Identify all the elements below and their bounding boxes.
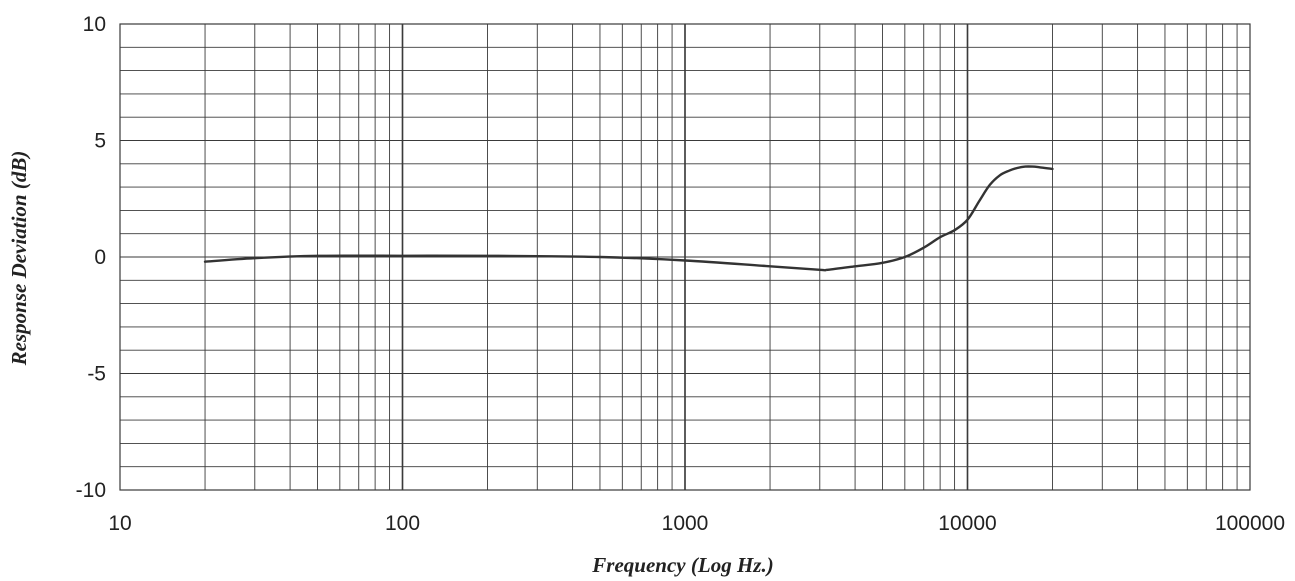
y-tick-label: 5 bbox=[94, 130, 106, 153]
y-tick-labels: 10 5 0 -5 -10 bbox=[76, 13, 106, 502]
x-tick-labels: 10 100 1000 10000 100000 bbox=[108, 512, 1285, 535]
x-axis-title: Frequency (Log Hz.) bbox=[591, 553, 773, 577]
x-tick-label: 100000 bbox=[1215, 512, 1285, 535]
x-tick-label: 1000 bbox=[662, 512, 709, 535]
y-tick-label: 10 bbox=[83, 13, 106, 36]
x-tick-label: 10 bbox=[108, 512, 131, 535]
x-tick-label: 100 bbox=[385, 512, 420, 535]
series-group bbox=[203, 165, 1054, 272]
y-axis-title: Response Deviation (dB) bbox=[7, 151, 31, 367]
x-tick-label: 10000 bbox=[938, 512, 996, 535]
y-tick-label: -5 bbox=[87, 363, 106, 386]
y-tick-label: -10 bbox=[76, 479, 106, 502]
y-tick-label: 0 bbox=[94, 246, 106, 269]
series-line bbox=[203, 165, 1054, 272]
